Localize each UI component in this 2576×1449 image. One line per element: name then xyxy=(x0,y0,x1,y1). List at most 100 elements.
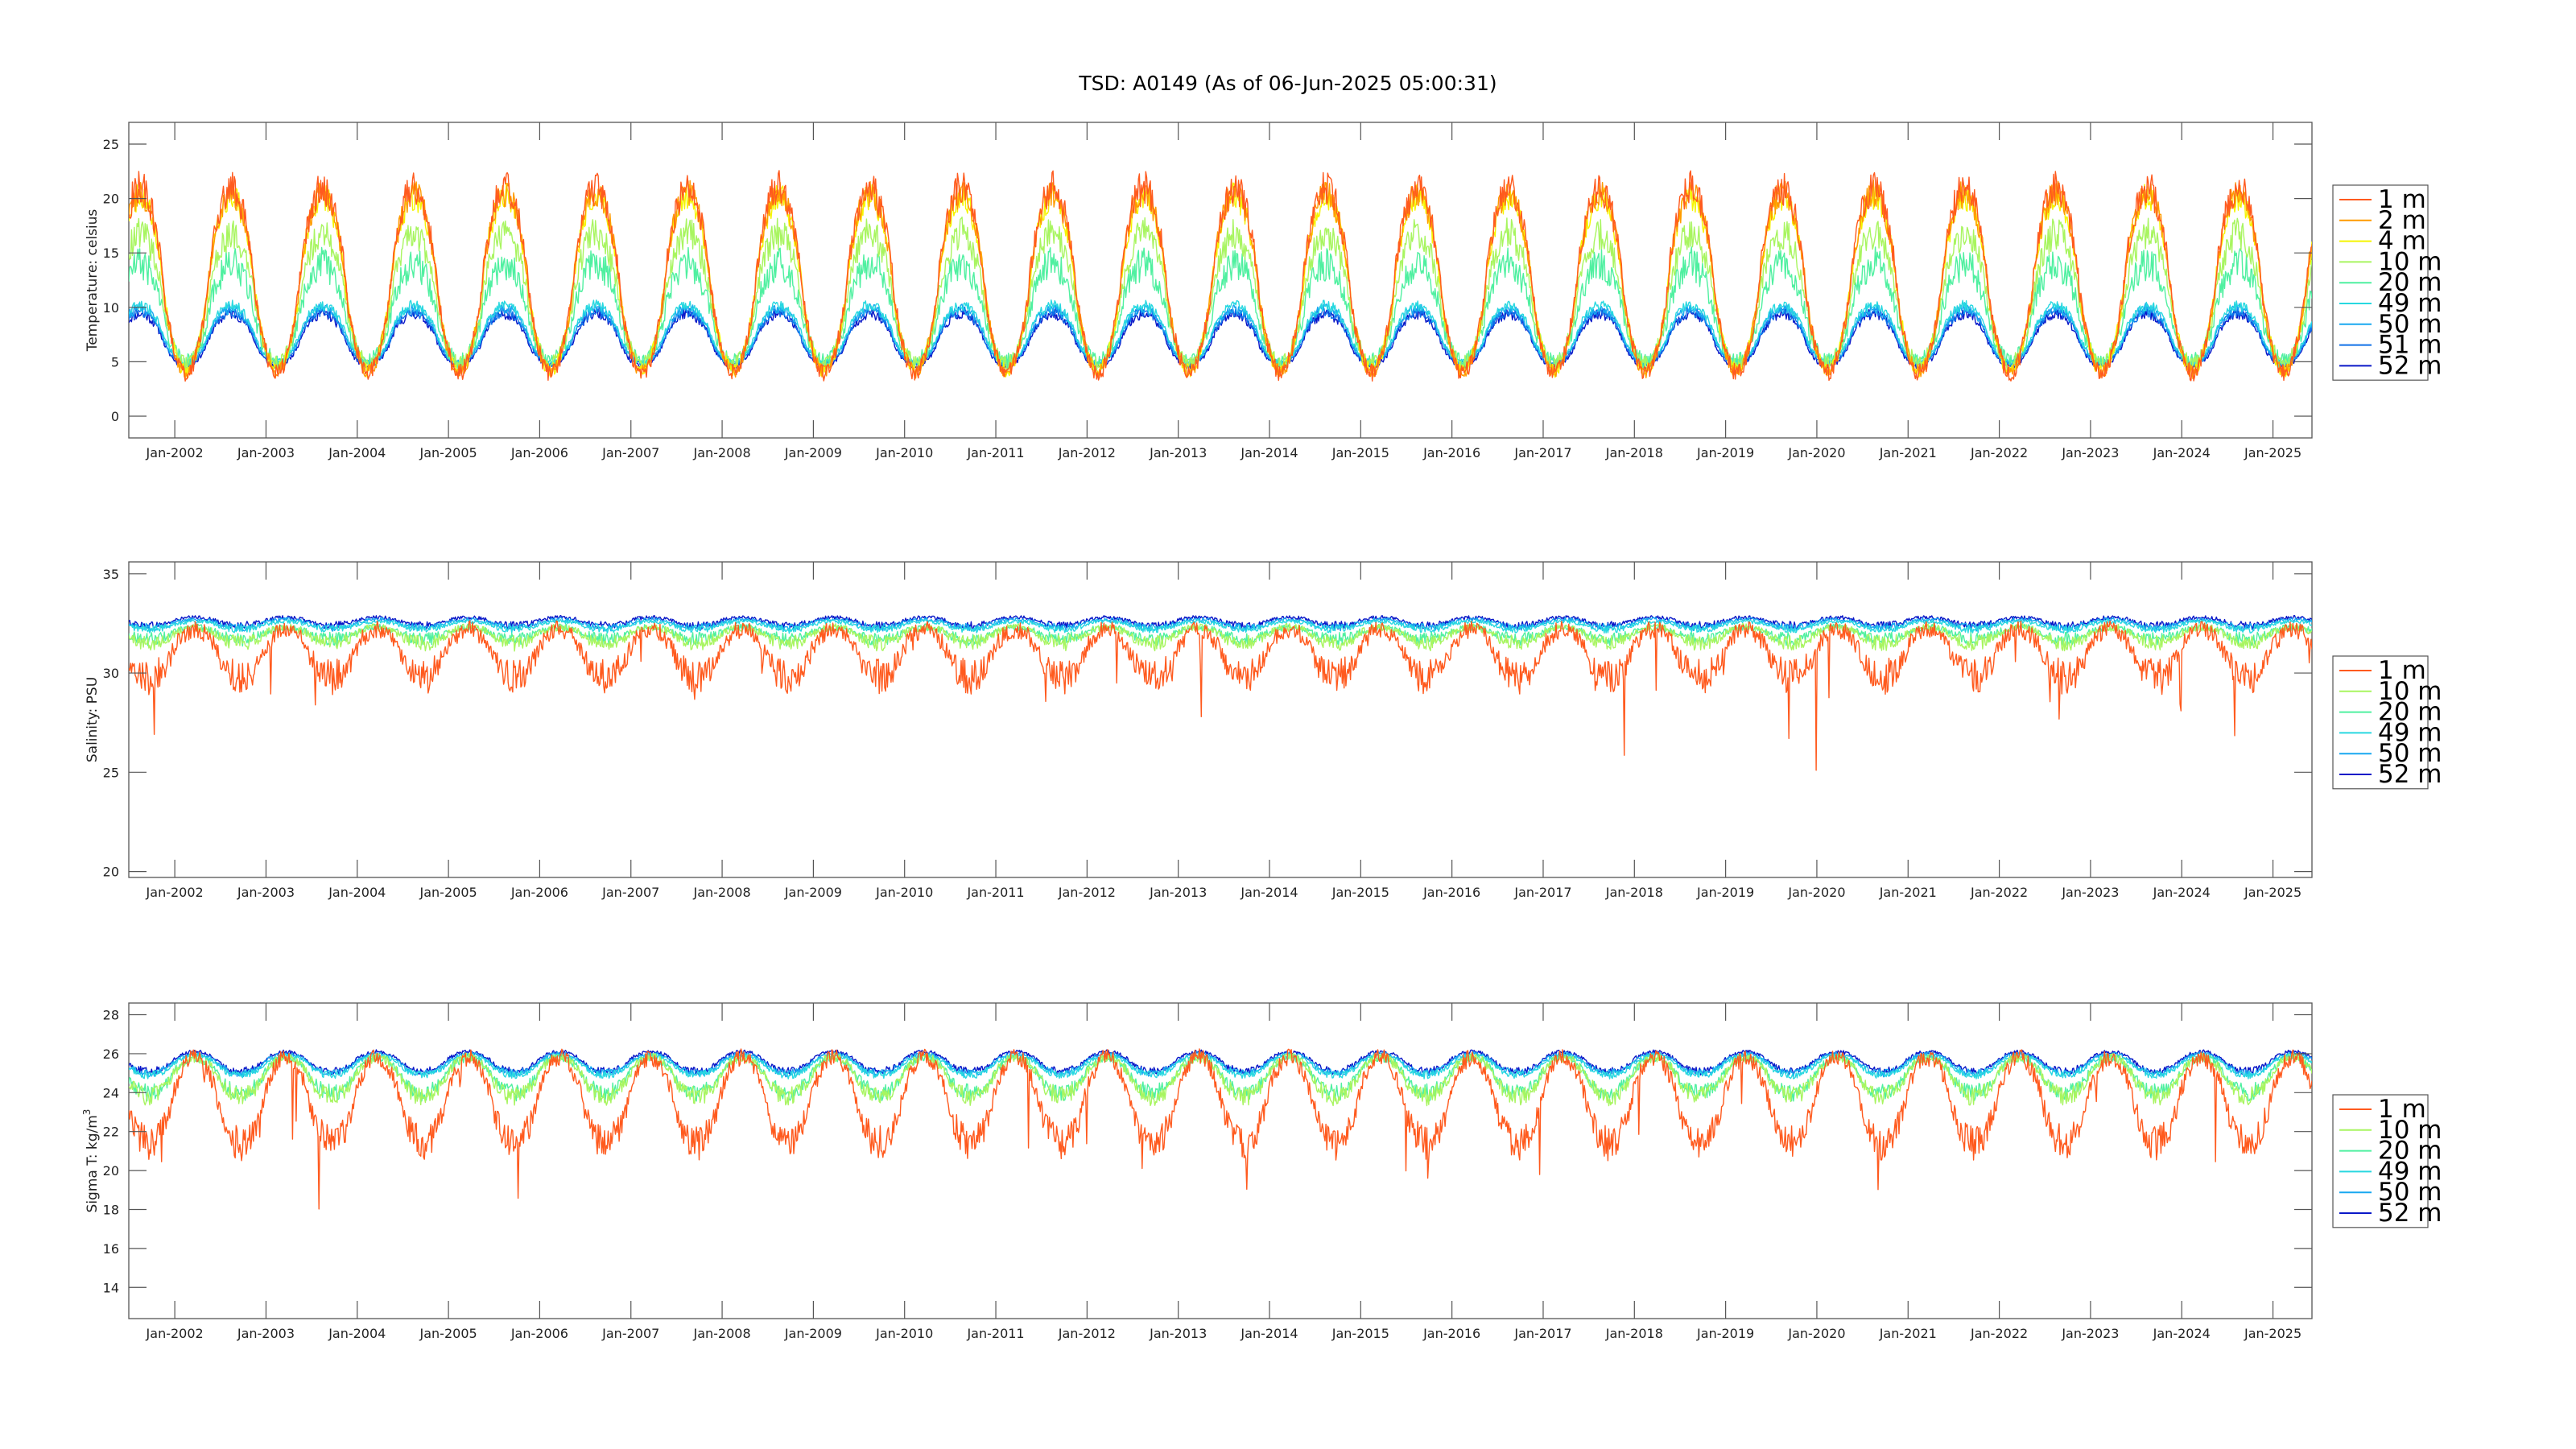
y-axis-label-superscript: 3 xyxy=(81,1109,93,1116)
legend-entry: 4 m xyxy=(2378,227,2426,256)
series-line-50m xyxy=(129,617,2312,632)
x-tick-label: Jan-2005 xyxy=(419,885,477,900)
y-axis-label: Salinity: PSU xyxy=(85,677,101,762)
series-line-10m xyxy=(129,623,2312,652)
x-tick-label: Jan-2002 xyxy=(146,885,204,900)
x-tick-label: Jan-2012 xyxy=(1058,885,1116,900)
x-tick-label: Jan-2007 xyxy=(601,1326,659,1341)
legend-entry: 50 m xyxy=(2378,1178,2442,1207)
series-group xyxy=(129,1048,2312,1210)
series-line-51m xyxy=(129,306,2312,368)
x-tick-label: Jan-2019 xyxy=(1696,885,1754,900)
legend-entry: 50 m xyxy=(2378,739,2442,768)
y-tick-label: 35 xyxy=(103,567,119,582)
x-tick-label: Jan-2022 xyxy=(1970,885,2028,900)
legend-entry: 52 m xyxy=(2378,1199,2442,1228)
series-line-1m xyxy=(129,170,2312,382)
x-tick-label: Jan-2019 xyxy=(1696,1326,1754,1341)
legend-entry: 2 m xyxy=(2378,206,2426,235)
x-tick-label: Jan-2022 xyxy=(1970,1326,2028,1341)
x-tick-label: Jan-2012 xyxy=(1058,445,1116,460)
legend-entry: 49 m xyxy=(2378,1157,2442,1186)
x-tick-label: Jan-2003 xyxy=(237,1326,295,1341)
series-line-20m xyxy=(129,246,2312,371)
y-tick-label: 25 xyxy=(103,765,119,780)
series-line-10m xyxy=(129,217,2312,373)
x-tick-label: Jan-2011 xyxy=(966,445,1024,460)
y-tick-label: 20 xyxy=(103,1163,119,1179)
y-tick-label: 24 xyxy=(103,1085,119,1100)
figure-title: TSD: A0149 (As of 06-Jun-2025 05:00:31) xyxy=(1078,72,1496,95)
x-tick-label: Jan-2021 xyxy=(1879,885,1937,900)
x-tick-label: Jan-2008 xyxy=(692,1326,750,1341)
x-tick-label: Jan-2003 xyxy=(237,445,295,460)
x-tick-label: Jan-2018 xyxy=(1605,445,1663,460)
series-line-1m xyxy=(129,620,2312,771)
legend-entry: 20 m xyxy=(2378,698,2442,727)
x-tick-label: Jan-2008 xyxy=(692,445,750,460)
x-tick-label: Jan-2015 xyxy=(1331,1326,1389,1341)
x-tick-label: Jan-2008 xyxy=(692,885,750,900)
x-tick-label: Jan-2016 xyxy=(1422,885,1480,900)
x-tick-label: Jan-2014 xyxy=(1240,445,1298,460)
series-group xyxy=(129,614,2312,771)
y-tick-label: 15 xyxy=(103,246,119,261)
series-group xyxy=(129,170,2312,382)
x-tick-label: Jan-2010 xyxy=(875,445,933,460)
legend-entry: 20 m xyxy=(2378,268,2442,297)
x-tick-label: Jan-2018 xyxy=(1605,885,1663,900)
x-tick-label: Jan-2025 xyxy=(2244,445,2301,460)
x-tick-label: Jan-2011 xyxy=(966,885,1024,900)
x-tick-label: Jan-2012 xyxy=(1058,1326,1116,1341)
legend-entry: 1 m xyxy=(2378,656,2426,685)
y-tick-label: 18 xyxy=(103,1202,119,1217)
x-tick-label: Jan-2018 xyxy=(1605,1326,1663,1341)
y-tick-label: 26 xyxy=(103,1046,119,1062)
x-tick-label: Jan-2006 xyxy=(510,885,568,900)
series-line-49m xyxy=(129,299,2312,365)
x-tick-label: Jan-2021 xyxy=(1879,445,1937,460)
x-tick-label: Jan-2013 xyxy=(1149,1326,1207,1341)
y-tick-label: 20 xyxy=(103,192,119,207)
series-line-49m xyxy=(129,1053,2312,1080)
legend: 1 m10 m20 m49 m50 m52 m xyxy=(2332,1094,2442,1228)
x-tick-label: Jan-2024 xyxy=(2153,885,2211,900)
x-tick-label: Jan-2020 xyxy=(1787,885,1845,900)
x-tick-label: Jan-2022 xyxy=(1970,445,2028,460)
series-line-50m xyxy=(129,303,2312,366)
x-tick-label: Jan-2020 xyxy=(1787,1326,1845,1341)
x-tick-label: Jan-2011 xyxy=(966,1326,1024,1341)
legend: 1 m10 m20 m49 m50 m52 m xyxy=(2332,655,2442,790)
x-tick-label: Jan-2019 xyxy=(1696,445,1754,460)
y-tick-label: 20 xyxy=(103,865,119,880)
legend-entry: 20 m xyxy=(2378,1137,2442,1166)
legend-entry: 52 m xyxy=(2378,351,2442,380)
series-line-1m xyxy=(129,1048,2312,1210)
y-tick-label: 28 xyxy=(103,1008,119,1023)
sigma-t-panel: 14 16 18 20 22 24 26 28 Jan-2002 Jan-2003 Jan-2004… xyxy=(81,1002,2442,1341)
legend-box xyxy=(2332,655,2429,790)
x-tick-label: Jan-2005 xyxy=(419,1326,477,1341)
y-tick-label: 30 xyxy=(103,666,119,681)
series-line-10m xyxy=(129,1052,2312,1107)
legend-entry: 1 m xyxy=(2378,185,2426,214)
x-tick-label: Jan-2017 xyxy=(1513,885,1571,900)
x-tick-label: Jan-2007 xyxy=(601,445,659,460)
legend-entry: 49 m xyxy=(2378,289,2442,318)
x-tick-label: Jan-2014 xyxy=(1240,885,1298,900)
x-tick-label: Jan-2013 xyxy=(1149,885,1207,900)
x-tick-label: Jan-2023 xyxy=(2061,885,2119,900)
legend: 1 m2 m4 m10 m20 m49 m50 m51 m52 m xyxy=(2332,184,2442,381)
y-tick-label: 5 xyxy=(111,354,119,369)
x-tick-label: Jan-2014 xyxy=(1240,1326,1298,1341)
x-tick-label: Jan-2010 xyxy=(875,1326,933,1341)
salinity-panel: 20 25 30 35 Jan-2002 Jan-2003 Jan-2004 Jan-2005… xyxy=(85,561,2442,900)
legend-entry: 10 m xyxy=(2378,1116,2442,1145)
x-tick-label: Jan-2010 xyxy=(875,885,933,900)
x-tick-label: Jan-2024 xyxy=(2153,1326,2211,1341)
legend-entry: 10 m xyxy=(2378,247,2442,276)
y-tick-label: 0 xyxy=(111,409,119,424)
y-axis-label: Temperature: celsius xyxy=(85,209,101,353)
y-tick-label: 25 xyxy=(103,137,119,152)
